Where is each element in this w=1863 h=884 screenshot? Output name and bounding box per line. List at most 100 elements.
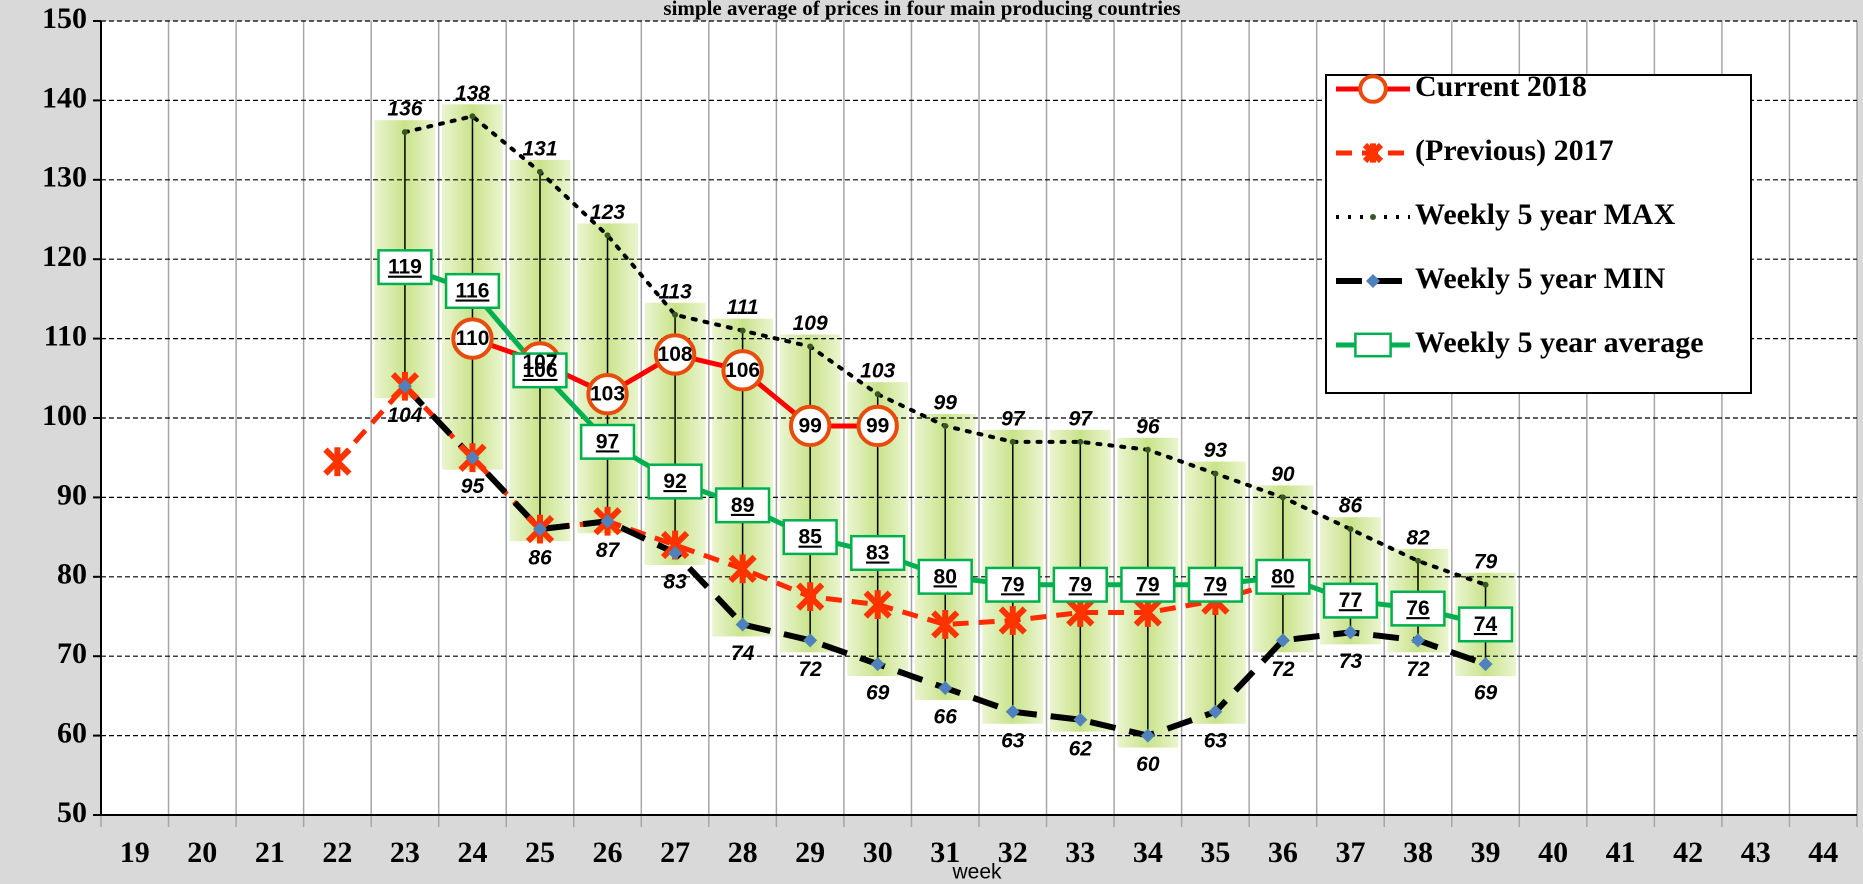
data-label: 89 xyxy=(731,494,754,517)
data-label: 62 xyxy=(1069,737,1093,760)
chart-title: simple average of prices in four main pr… xyxy=(663,0,1180,20)
data-label: 103 xyxy=(860,360,895,383)
x-tick-label: 34 xyxy=(1133,836,1163,869)
marker xyxy=(647,463,703,500)
x-tick-label: 44 xyxy=(1808,836,1838,869)
marker xyxy=(401,129,408,136)
marker xyxy=(533,522,547,537)
marker xyxy=(512,352,568,389)
data-label: 79 xyxy=(1474,550,1498,573)
data-label: 95 xyxy=(461,475,485,498)
data-label: 116 xyxy=(456,280,490,303)
marker xyxy=(1255,558,1311,595)
marker xyxy=(942,422,949,429)
data-label: 106 xyxy=(725,359,760,382)
data-label: 74 xyxy=(1474,613,1498,636)
data-label: 86 xyxy=(528,547,552,570)
marker xyxy=(870,657,885,672)
data-label: 80 xyxy=(1271,565,1294,588)
marker xyxy=(600,514,615,529)
legend-label: Weekly 5 year MIN xyxy=(1415,262,1666,295)
data-label: 72 xyxy=(1406,658,1430,681)
marker xyxy=(1275,633,1290,648)
marker xyxy=(579,423,636,460)
data-label: 97 xyxy=(1001,407,1026,430)
legend-marker xyxy=(1370,214,1376,220)
legend-box xyxy=(1325,74,1752,394)
data-label: 86 xyxy=(1339,495,1363,518)
marker xyxy=(1478,657,1493,672)
marker xyxy=(856,404,899,448)
data-label: 79 xyxy=(1069,573,1092,596)
marker xyxy=(1073,712,1088,727)
data-label: 113 xyxy=(658,280,692,303)
marker xyxy=(874,391,881,398)
marker xyxy=(1415,557,1421,564)
marker xyxy=(1212,470,1219,477)
marker xyxy=(735,617,750,632)
data-label: 69 xyxy=(1474,682,1498,705)
data-label: 69 xyxy=(866,682,890,705)
x-tick-label: 25 xyxy=(525,836,555,869)
x-tick-label: 27 xyxy=(660,836,690,869)
data-label: 85 xyxy=(798,526,822,549)
data-label: 92 xyxy=(663,470,686,493)
marker xyxy=(469,113,476,120)
marker xyxy=(1411,633,1425,648)
x-axis-label: week xyxy=(951,861,1002,884)
marker xyxy=(739,327,746,334)
x-tick-label: 31 xyxy=(930,836,960,869)
data-label: 136 xyxy=(387,98,422,121)
data-label: 103 xyxy=(590,383,625,406)
legend-marker xyxy=(1354,332,1392,358)
y-tick-label: 140 xyxy=(42,81,87,114)
data-label: 97 xyxy=(1069,407,1094,430)
data-label: 106 xyxy=(522,359,557,382)
data-label: 74 xyxy=(731,642,755,665)
data-label: 83 xyxy=(663,571,687,594)
marker xyxy=(938,680,953,695)
data-label: 79 xyxy=(1136,573,1159,596)
data-label: 99 xyxy=(798,414,821,437)
y-tick-label: 90 xyxy=(57,478,87,511)
data-label: 77 xyxy=(1339,589,1362,612)
marker xyxy=(668,545,683,560)
marker xyxy=(377,249,433,286)
marker xyxy=(1457,606,1514,643)
x-tick-label: 41 xyxy=(1606,836,1636,869)
marker xyxy=(1120,566,1176,603)
x-tick-label: 35 xyxy=(1200,836,1230,869)
x-tick-label: 38 xyxy=(1403,836,1433,869)
marker xyxy=(672,311,679,318)
marker xyxy=(1322,582,1379,619)
data-label: 73 xyxy=(1339,650,1363,673)
x-tick-label: 30 xyxy=(863,836,893,869)
y-tick-label: 130 xyxy=(42,161,87,194)
marker xyxy=(782,519,838,556)
data-label: 66 xyxy=(934,706,958,729)
marker xyxy=(1140,728,1155,743)
marker xyxy=(1052,566,1108,603)
data-label: 72 xyxy=(798,658,822,681)
x-tick-label: 32 xyxy=(998,836,1028,869)
marker xyxy=(1005,704,1020,719)
marker xyxy=(1187,566,1244,603)
marker xyxy=(1343,625,1358,640)
x-tick-label: 28 xyxy=(728,836,758,869)
legend-label: Weekly 5 year MAX xyxy=(1415,198,1676,231)
marker xyxy=(653,333,697,376)
x-tick-label: 19 xyxy=(120,836,150,869)
data-label: 72 xyxy=(1271,658,1295,681)
legend-label: (Previous) 2017 xyxy=(1415,134,1614,167)
legend-marker xyxy=(1358,74,1388,104)
marker xyxy=(1144,446,1151,453)
legend-label: Weekly 5 year average xyxy=(1415,326,1704,359)
marker xyxy=(728,554,757,584)
marker xyxy=(863,590,892,619)
x-tick-label: 33 xyxy=(1065,836,1095,869)
x-tick-label: 23 xyxy=(390,836,420,869)
legend-marker xyxy=(1362,142,1384,164)
x-tick-label: 42 xyxy=(1673,836,1703,869)
marker xyxy=(917,558,973,595)
x-tick-label: 43 xyxy=(1741,836,1771,869)
